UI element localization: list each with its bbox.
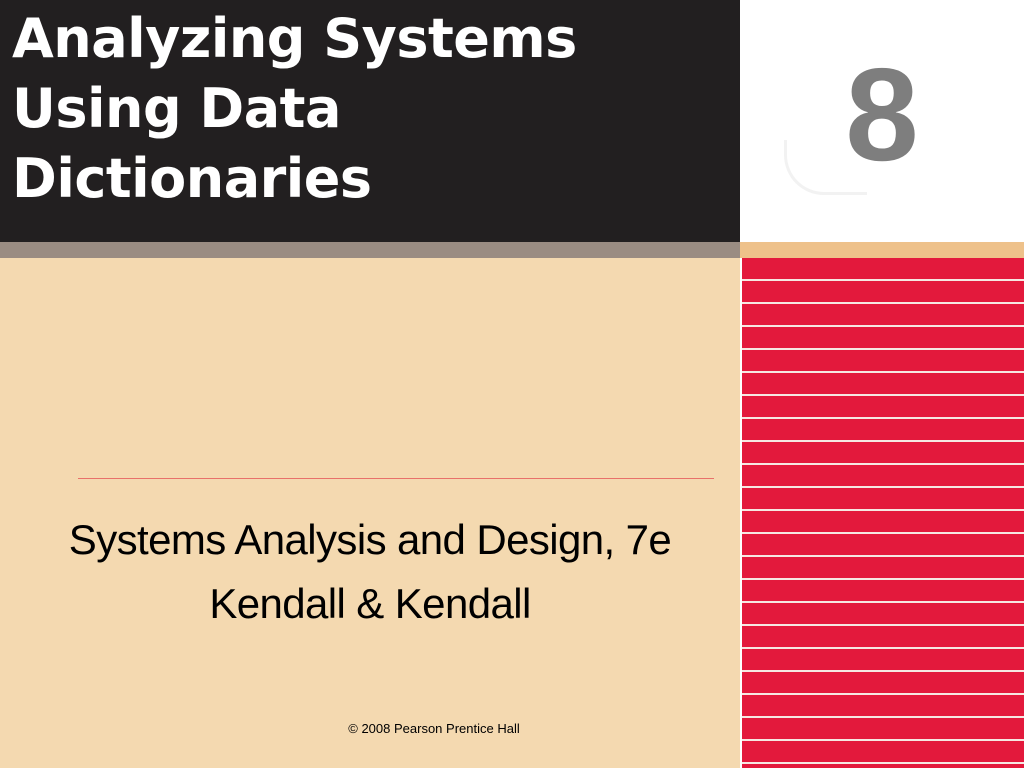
- subtitle: Systems Analysis and Design, 7e Kendall …: [0, 508, 740, 636]
- chapter-number: 8: [845, 41, 919, 188]
- chapter-underband: [740, 242, 1024, 258]
- striped-sidebar: [740, 258, 1024, 768]
- slide-title: Analyzing Systems Using Data Dictionarie…: [12, 7, 577, 210]
- divider-line: [78, 478, 714, 479]
- subtitle-book-title: Systems Analysis and Design, 7e: [68, 516, 672, 563]
- copyright-notice: © 2008 Pearson Prentice Hall: [348, 721, 520, 736]
- chapter-box: 8: [740, 0, 1024, 242]
- swoosh-decoration: [784, 140, 867, 195]
- subtitle-authors: Kendall & Kendall: [209, 580, 531, 627]
- title-block: Analyzing Systems Using Data Dictionarie…: [0, 0, 740, 242]
- title-underband: [0, 242, 740, 258]
